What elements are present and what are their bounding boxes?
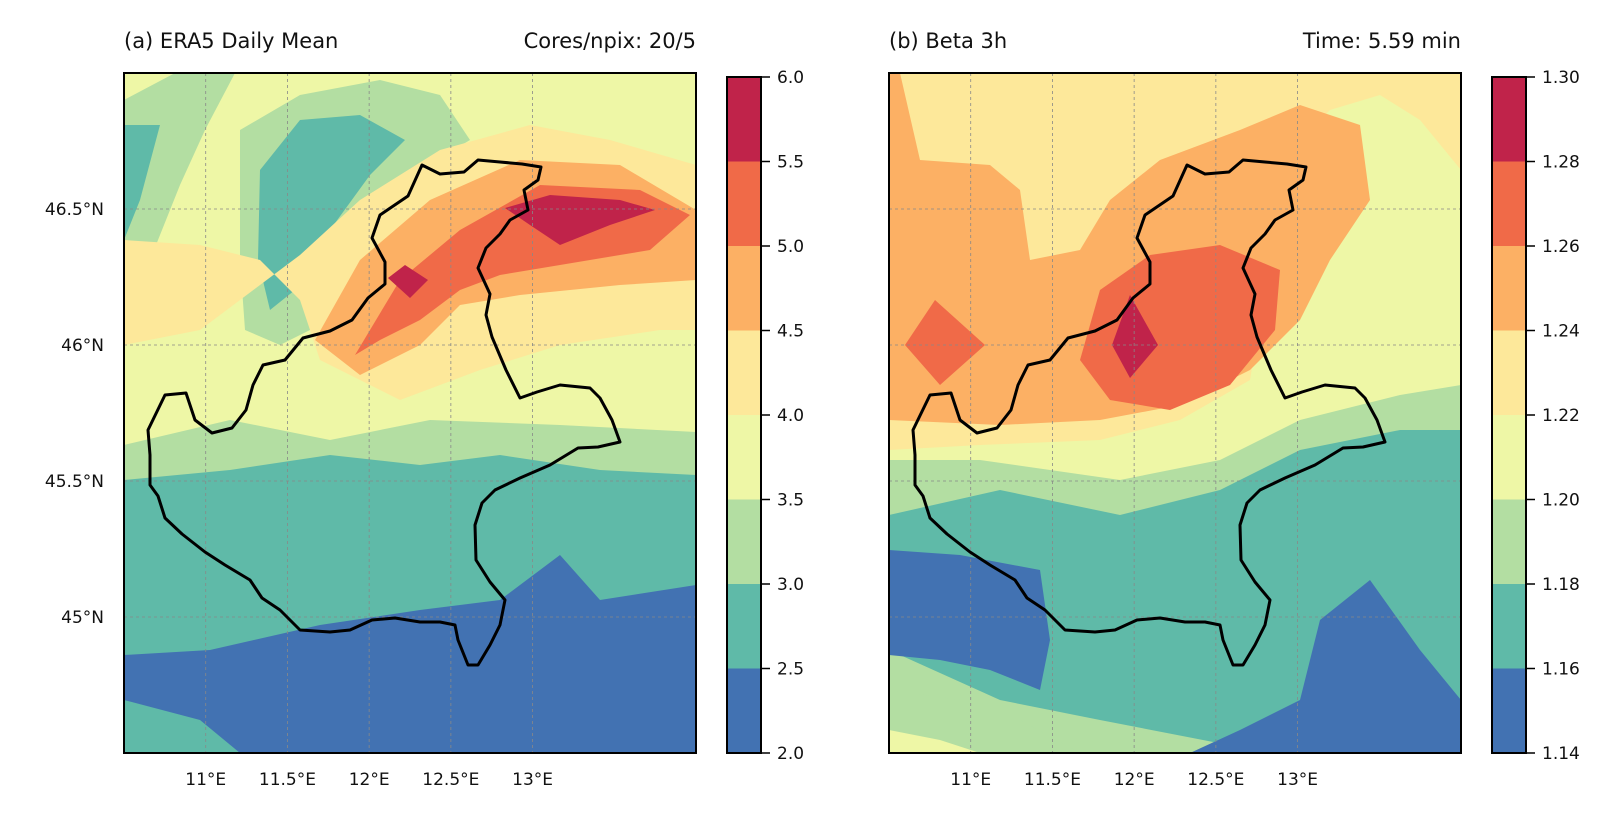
colorbar-segment — [727, 246, 761, 331]
colorbar-segment — [1492, 668, 1526, 753]
panel-b-title: (b) Beta 3h — [889, 29, 1007, 53]
panel-b: (b) Beta 3h Time: 5.59 min 11°E 11.5°E 12°… — [888, 29, 1580, 790]
colorbar-segment — [727, 584, 761, 669]
colorbar-tick-label: 1.30 — [1542, 68, 1580, 88]
colorbar-tick-label: 1.26 — [1542, 237, 1580, 257]
panel-b-region-outline — [911, 158, 1387, 667]
colorbar-tick-label: 1.14 — [1542, 744, 1580, 764]
colorbar-tick-label: 1.20 — [1542, 491, 1580, 511]
colorbar-segment — [1492, 499, 1526, 584]
contour-band-5.0-5.5 — [355, 185, 690, 355]
colorbar-tick-label: 1.24 — [1542, 322, 1580, 342]
contour-band-1.28-1.30 — [1112, 295, 1158, 378]
colorbar-tick-label: 4.0 — [777, 406, 804, 426]
colorbar-tick-label: 2.0 — [777, 744, 804, 764]
contour-band-1.18-1.20-sw — [889, 690, 1080, 753]
contour-band-1.14-1.16-e — [1190, 580, 1461, 753]
x-tick-label: 12°E — [349, 770, 390, 790]
colorbar-tick-label: 1.16 — [1542, 660, 1580, 680]
panel-b-right-title: Time: 5.59 min — [1302, 29, 1461, 53]
contour-band-1.14-1.16-w — [889, 550, 1050, 690]
x-tick-label: 11.5°E — [1024, 770, 1081, 790]
colorbar-tick-label: 3.5 — [777, 491, 804, 511]
colorbar-segment — [1492, 584, 1526, 669]
panel-a: (a) ERA5 Daily Mean Cores/npix: 20/5 — [45, 29, 804, 790]
colorbar-tick-label: 2.5 — [777, 660, 804, 680]
contour-band-5.5-6.0-b — [388, 265, 428, 298]
colorbar-segment — [727, 77, 761, 162]
colorbar-segment — [727, 499, 761, 584]
panel-a-contours — [124, 73, 696, 753]
colorbar-tick-label: 6.0 — [777, 68, 804, 88]
contour-band-5.5-6.0-a — [505, 195, 655, 245]
panel-b-contours — [889, 73, 1461, 753]
x-tick-label: 12.5°E — [422, 770, 479, 790]
panel-b-grid — [889, 73, 1461, 753]
x-tick-label: 12.5°E — [1187, 770, 1244, 790]
y-tick-label: 45°N — [61, 608, 104, 628]
panel-a-grid — [124, 73, 696, 753]
y-tick-label: 45.5°N — [45, 472, 104, 492]
panel-a-y-ticks: 46.5°N 46°N 45.5°N 45°N — [45, 200, 104, 628]
panel-b-x-ticks: 11°E 11.5°E 12°E 12.5°E 13°E — [950, 770, 1318, 790]
panel-a-right-title: Cores/npix: 20/5 — [524, 29, 696, 53]
panel-a-region-outline — [146, 158, 622, 667]
colorbar-segment — [1492, 415, 1526, 500]
contour-band-1.20-1.22-sw — [889, 730, 980, 753]
panel-a-colorbar: 2.0 2.5 3.0 3.5 4.0 4.5 5.0 5.5 6.0 — [726, 68, 804, 764]
colorbar-segment — [1492, 161, 1526, 246]
colorbar-tick-label: 5.0 — [777, 237, 804, 257]
colorbar-tick-label: 1.28 — [1542, 153, 1580, 173]
colorbar-segment — [727, 161, 761, 246]
contour-band-2.5-3.0-nw — [124, 125, 160, 240]
colorbar-tick-label: 3.0 — [777, 575, 804, 595]
panel-b-colorbar: 1.14 1.16 1.18 1.20 1.22 1.24 1.26 1.28 1.30 — [1491, 68, 1580, 764]
colorbar-segment — [1492, 330, 1526, 415]
colorbar-tick-label: 5.5 — [777, 153, 804, 173]
x-tick-label: 12°E — [1114, 770, 1155, 790]
colorbar-segment — [1492, 77, 1526, 162]
x-tick-label: 13°E — [512, 770, 553, 790]
contour-band-2.0-2.5 — [124, 555, 696, 753]
contour-band-1.26-1.28-w — [905, 300, 985, 385]
y-tick-label: 46°N — [61, 336, 104, 356]
colorbar-segment — [727, 330, 761, 415]
colorbar-segment — [1492, 246, 1526, 331]
y-tick-label: 46.5°N — [45, 200, 104, 220]
x-tick-label: 11.5°E — [259, 770, 316, 790]
colorbar-segment — [727, 415, 761, 500]
panel-a-title: (a) ERA5 Daily Mean — [124, 29, 338, 53]
x-tick-label: 11°E — [950, 770, 991, 790]
colorbar-tick-label: 1.22 — [1542, 406, 1580, 426]
panel-a-x-ticks: 11°E 11.5°E 12°E 12.5°E 13°E — [185, 770, 553, 790]
panel-a-frame — [123, 72, 697, 754]
x-tick-label: 13°E — [1277, 770, 1318, 790]
x-tick-label: 11°E — [185, 770, 226, 790]
panel-b-frame — [888, 72, 1462, 754]
colorbar-tick-label: 1.18 — [1542, 575, 1580, 595]
colorbar-segment — [727, 668, 761, 753]
colorbar-tick-label: 4.5 — [777, 322, 804, 342]
